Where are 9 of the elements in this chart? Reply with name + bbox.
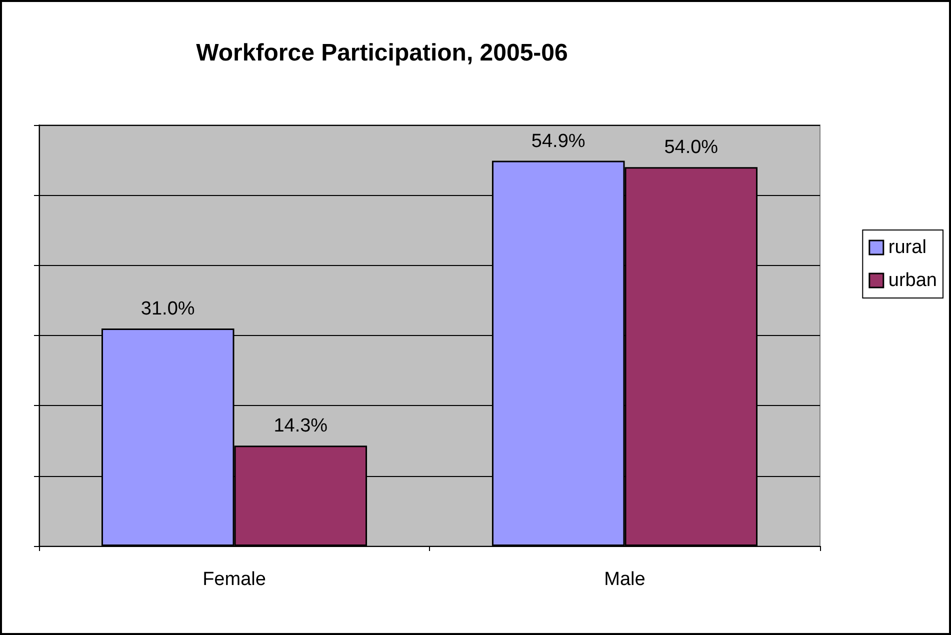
- data-label: 54.9%: [531, 130, 586, 152]
- legend-label: rural: [888, 237, 926, 258]
- x-tick-label: Male: [604, 569, 646, 590]
- chart-title: Workforce Participation, 2005-06: [196, 40, 568, 66]
- data-label: 54.0%: [664, 137, 718, 158]
- data-label: 31.0%: [140, 298, 195, 320]
- data-label: 14.3%: [274, 416, 328, 437]
- x-tick-label: Female: [202, 569, 266, 590]
- legend-label: urban: [888, 270, 938, 291]
